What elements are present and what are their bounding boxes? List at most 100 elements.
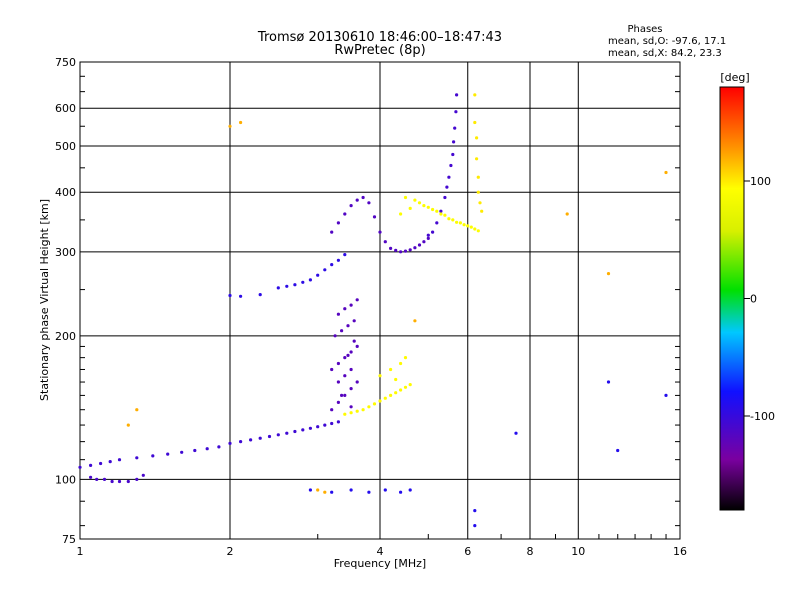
data-point (451, 218, 455, 222)
data-point (426, 205, 430, 209)
data-point (346, 324, 350, 328)
data-point (330, 263, 334, 267)
data-point (99, 461, 103, 466)
data-point (408, 248, 412, 252)
data-point (473, 509, 477, 513)
data-point (308, 488, 312, 492)
data-point (408, 383, 412, 387)
data-point (193, 448, 197, 453)
data-point (323, 423, 327, 427)
data-point (349, 367, 353, 372)
data-point (431, 230, 435, 234)
data-point (473, 93, 477, 97)
data-point (389, 367, 393, 372)
data-point (355, 198, 359, 202)
data-point (340, 393, 344, 397)
data-point (454, 110, 458, 114)
data-point (349, 411, 353, 415)
data-point (447, 217, 451, 221)
data-point (355, 409, 359, 413)
data-point (417, 243, 422, 247)
data-point (316, 425, 320, 429)
colorbar-tick-label: 0 (750, 293, 757, 306)
data-point (473, 524, 477, 528)
data-point (301, 280, 305, 284)
data-point (426, 233, 430, 237)
stats-line-o: mean, sd,O: -97.6, 17.1 (608, 36, 726, 47)
data-point (239, 440, 243, 444)
data-point (228, 124, 232, 128)
data-point (473, 227, 477, 231)
data-point (439, 212, 443, 216)
data-point (308, 278, 312, 282)
data-point (349, 405, 353, 409)
data-point (469, 225, 473, 229)
data-point (466, 224, 470, 228)
data-point (228, 293, 232, 298)
data-point (228, 441, 232, 445)
data-point (285, 431, 289, 435)
data-point (308, 426, 312, 430)
data-point (361, 195, 365, 200)
data-point (403, 385, 408, 389)
data-point (455, 93, 459, 97)
data-point (355, 298, 359, 302)
data-point (89, 463, 93, 467)
data-point (475, 136, 479, 140)
data-point (343, 374, 347, 378)
data-point (151, 454, 155, 458)
data-point (166, 452, 170, 456)
data-point (249, 438, 253, 442)
data-point (330, 421, 334, 426)
y-tick-label: 750 (55, 56, 76, 69)
colorbar-ticks: 100 0 -100 (744, 175, 775, 423)
colorbar (719, 86, 745, 511)
data-point (394, 248, 398, 252)
data-point (426, 236, 430, 240)
data-point (399, 361, 403, 366)
data-point (383, 396, 387, 400)
data-point (135, 456, 139, 460)
data-point (343, 253, 347, 257)
data-point (394, 391, 398, 395)
data-point (336, 312, 340, 316)
data-point (258, 436, 262, 440)
data-point (349, 387, 353, 391)
data-point (346, 353, 350, 357)
x-tick-label: 6 (464, 545, 471, 558)
data-point (343, 307, 347, 311)
data-point (372, 215, 377, 219)
data-point (343, 412, 347, 416)
data-point (367, 405, 371, 409)
data-point (108, 460, 112, 464)
data-point (439, 209, 443, 213)
data-point (367, 201, 371, 205)
data-point (565, 212, 569, 216)
data-point (606, 380, 611, 384)
data-point (340, 329, 344, 333)
data-point (293, 283, 297, 287)
data-point (349, 350, 353, 354)
data-point (301, 428, 305, 432)
data-point (135, 408, 139, 412)
data-point (316, 273, 320, 277)
data-point (422, 240, 426, 244)
data-point (449, 163, 453, 168)
data-point (403, 249, 408, 253)
data-point (478, 201, 482, 205)
data-point (239, 120, 243, 125)
data-point (403, 356, 408, 360)
data-point (473, 120, 477, 125)
x-tick-label: 10 (571, 545, 585, 558)
data-point (606, 272, 611, 276)
data-point (435, 209, 439, 213)
data-point (413, 319, 417, 323)
data-point (355, 344, 359, 348)
data-point (336, 400, 340, 404)
data-point (453, 126, 457, 130)
data-point (458, 221, 462, 225)
data-point (293, 429, 297, 434)
grid-lines (80, 62, 680, 539)
data-point (445, 185, 449, 189)
